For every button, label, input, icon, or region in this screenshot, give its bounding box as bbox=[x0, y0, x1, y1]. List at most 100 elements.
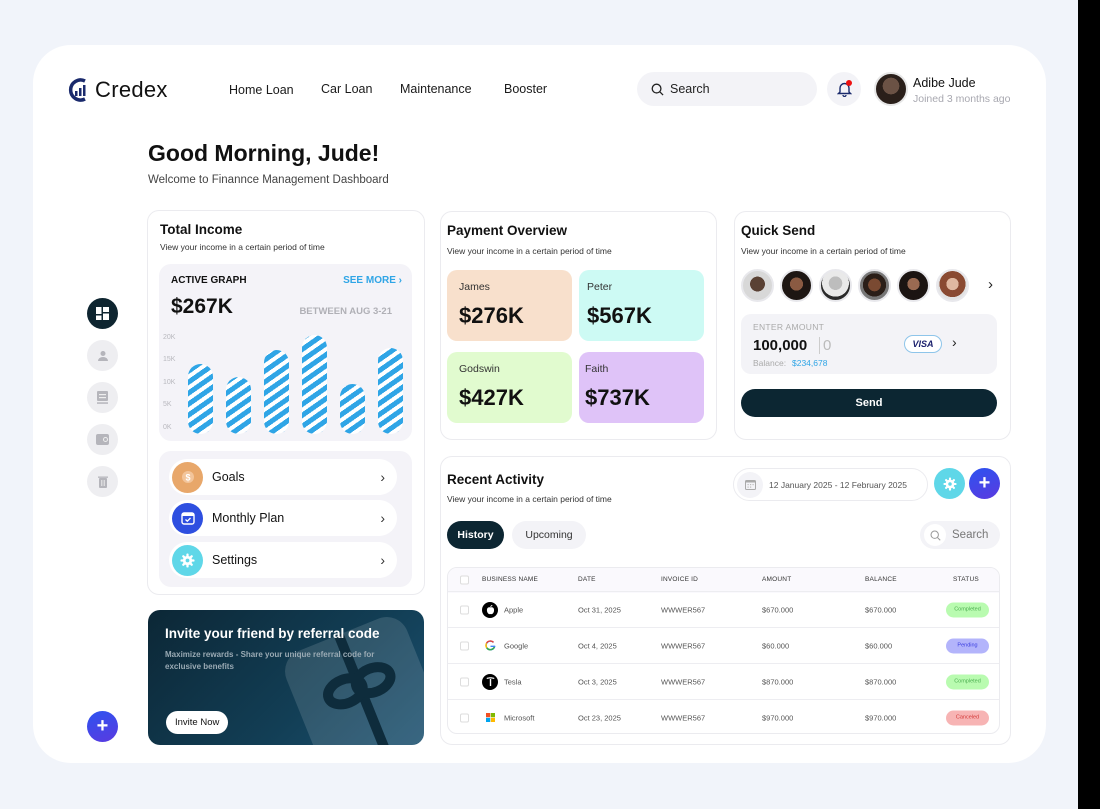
nav-maintenance[interactable]: Maintenance bbox=[400, 82, 472, 96]
table-search-input[interactable]: Search bbox=[920, 521, 1000, 549]
tab-history[interactable]: History bbox=[447, 521, 504, 549]
chevron-right-icon[interactable]: › bbox=[952, 334, 957, 350]
amount: $670.000 bbox=[762, 605, 794, 614]
status-badge: Canceled bbox=[946, 710, 989, 725]
contact-avatar[interactable] bbox=[936, 269, 969, 302]
balance-value: $234,678 bbox=[792, 358, 828, 368]
nav-home-loan[interactable]: Home Loan bbox=[229, 83, 294, 97]
chart-bar[interactable] bbox=[264, 350, 289, 434]
amount: $870.000 bbox=[762, 677, 794, 686]
table-row[interactable]: Apple Oct 31, 2025 WWWER567 $670.000 $670.00… bbox=[448, 591, 999, 627]
apple-logo-icon bbox=[482, 601, 498, 618]
select-all-checkbox[interactable] bbox=[460, 575, 469, 585]
column-header: STATUS bbox=[953, 576, 979, 583]
payment-tile-james[interactable]: James $276K bbox=[447, 270, 572, 341]
sidebar-item-profile[interactable] bbox=[87, 340, 118, 371]
chevron-right-icon: › bbox=[380, 552, 385, 568]
menu-label: Settings bbox=[212, 553, 258, 567]
user-avatar[interactable] bbox=[874, 72, 908, 106]
sidebar-item-dashboard[interactable] bbox=[87, 298, 118, 329]
payee-name: Godswin bbox=[459, 363, 500, 375]
calendar-icon bbox=[737, 471, 763, 498]
gear-icon bbox=[172, 544, 203, 576]
contact-avatar[interactable] bbox=[780, 269, 813, 302]
contact-avatar[interactable] bbox=[858, 269, 891, 302]
business-name: Apple bbox=[504, 605, 524, 614]
add-activity-button[interactable]: + bbox=[969, 468, 1000, 499]
sidebar-item-documents[interactable] bbox=[87, 382, 118, 413]
notifications-button[interactable] bbox=[827, 72, 861, 106]
chart-bar[interactable] bbox=[302, 335, 327, 434]
menu-label: Goals bbox=[212, 470, 245, 484]
payment-tile-peter[interactable]: Peter $567K bbox=[579, 270, 704, 341]
quick-send-title: Quick Send bbox=[741, 223, 816, 238]
active-graph: ACTIVE GRAPH SEE MORE › $267K BETWEEN AU… bbox=[159, 264, 412, 441]
menu-item-settings[interactable]: Settings › bbox=[169, 542, 397, 578]
sidebar-item-trash[interactable] bbox=[87, 466, 118, 497]
search-input[interactable]: Search bbox=[637, 72, 817, 106]
date-range-picker[interactable]: 12 January 2025 - 12 February 2025 bbox=[733, 468, 928, 501]
recent-activity-card bbox=[440, 456, 1011, 745]
card-selector[interactable]: VISA bbox=[904, 335, 942, 353]
amount: $970.000 bbox=[762, 713, 794, 722]
date-range-text: 12 January 2025 - 12 February 2025 bbox=[769, 479, 907, 490]
date: Oct 31, 2025 bbox=[578, 605, 621, 614]
row-checkbox[interactable] bbox=[460, 605, 469, 614]
microsoft-logo-icon bbox=[482, 709, 498, 726]
table-row[interactable]: Microsoft Oct 23, 2025 WWWER567 $970.000 $97… bbox=[448, 699, 999, 733]
y-tick: 15K bbox=[163, 356, 176, 363]
contact-avatar[interactable] bbox=[819, 269, 852, 302]
amount-label: ENTER AMOUNT bbox=[753, 322, 825, 332]
contact-avatar[interactable] bbox=[741, 269, 774, 302]
row-checkbox[interactable] bbox=[460, 677, 469, 686]
row-checkbox[interactable] bbox=[460, 713, 469, 722]
invite-now-button[interactable]: Invite Now bbox=[166, 711, 229, 734]
menu-item-goals[interactable]: $ Goals › bbox=[169, 459, 397, 495]
row-checkbox[interactable] bbox=[460, 641, 469, 650]
y-tick: 10K bbox=[163, 379, 176, 386]
table-row[interactable]: Tesla Oct 3, 2025 WWWER567 $870.000 $870.000… bbox=[448, 663, 999, 699]
amount-value: 100,000 bbox=[753, 337, 808, 354]
send-button[interactable]: Send bbox=[741, 389, 997, 417]
status-badge: Completed bbox=[946, 602, 989, 617]
recent-activity-title: Recent Activity bbox=[447, 472, 545, 487]
tesla-logo-icon bbox=[482, 673, 498, 690]
chart-bar[interactable] bbox=[378, 348, 403, 434]
graph-range: BETWEEN AUG 3-21 bbox=[299, 306, 392, 317]
chart-bar[interactable] bbox=[188, 364, 213, 434]
amount-input-box[interactable]: ENTER AMOUNT 100,000 0 Balance: $234,678… bbox=[741, 314, 997, 374]
invoice-id: WWWER567 bbox=[661, 713, 706, 722]
tab-upcoming[interactable]: Upcoming bbox=[512, 521, 586, 549]
activity-settings-button[interactable] bbox=[934, 468, 965, 499]
calendar-check-icon bbox=[172, 502, 203, 534]
trash-icon bbox=[97, 476, 108, 488]
referral-subtitle: Maximize rewards - Share your unique ref… bbox=[165, 650, 375, 671]
nav-booster[interactable]: Booster bbox=[504, 82, 548, 96]
notification-dot bbox=[846, 80, 852, 86]
balance-label: Balance: bbox=[753, 358, 787, 368]
wallet-icon bbox=[96, 434, 109, 445]
payment-tile-godswin[interactable]: Godswin $427K bbox=[447, 352, 572, 423]
logo[interactable]: Credex bbox=[67, 77, 168, 103]
business-name: Google bbox=[504, 641, 529, 650]
nav-car-loan[interactable]: Car Loan bbox=[321, 82, 373, 96]
payee-amount: $276K bbox=[459, 303, 524, 328]
menu-item-monthly-plan[interactable]: Monthly Plan › bbox=[169, 500, 397, 536]
chart-bar[interactable] bbox=[340, 384, 365, 434]
sidebar-item-wallet[interactable] bbox=[87, 424, 118, 455]
invoice-id: WWWER567 bbox=[661, 677, 706, 686]
add-button[interactable]: + bbox=[87, 711, 118, 742]
logo-chart-icon bbox=[68, 78, 86, 102]
business-name: Microsoft bbox=[504, 713, 535, 722]
chart-bar[interactable] bbox=[226, 377, 251, 434]
contact-avatar[interactable] bbox=[897, 269, 930, 302]
table-row[interactable]: Google Oct 4, 2025 WWWER567 $60.000 $60.000 P… bbox=[448, 627, 999, 663]
menu-label: Monthly Plan bbox=[212, 511, 285, 525]
contacts-next-icon[interactable]: › bbox=[988, 276, 993, 293]
payment-tile-faith[interactable]: Faith $737K bbox=[579, 352, 704, 423]
y-tick: 5K bbox=[163, 401, 172, 408]
balance: $670.000 bbox=[865, 605, 897, 614]
see-more-link[interactable]: SEE MORE › bbox=[343, 275, 402, 286]
column-header: AMOUNT bbox=[762, 576, 792, 583]
